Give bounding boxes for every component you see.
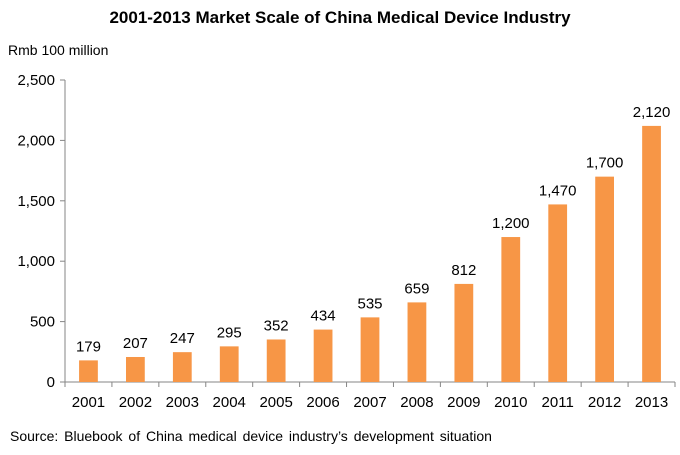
y-tick-label: 0 [47, 374, 55, 391]
data-label: 247 [170, 330, 195, 347]
x-tick-label: 2009 [447, 394, 480, 411]
x-tick-label: 2011 [542, 394, 574, 411]
data-label: 295 [217, 324, 242, 341]
bar [172, 352, 192, 382]
x-tick-label: 2010 [494, 394, 527, 411]
data-label: 352 [264, 317, 289, 334]
data-label: 812 [451, 262, 476, 279]
x-tick-label: 2006 [306, 394, 339, 411]
x-tick-label: 2001 [72, 394, 105, 411]
y-tick-label: 1,000 [17, 253, 55, 270]
bar [79, 360, 98, 382]
x-tick-label: 2007 [353, 394, 386, 411]
data-label: 179 [76, 338, 101, 355]
data-label: 659 [404, 280, 429, 297]
y-tick-label: 2,500 [17, 72, 55, 89]
data-label: 535 [357, 295, 382, 312]
bar [219, 346, 239, 382]
x-tick-label: 2013 [635, 394, 668, 411]
bar [548, 204, 568, 382]
data-label: 1,700 [586, 155, 624, 172]
x-tick-label: 2004 [213, 394, 246, 411]
y-tick-label: 1,500 [17, 193, 55, 210]
x-tick-label: 2008 [400, 394, 433, 411]
y-tick-label: 2,000 [17, 132, 55, 149]
data-label: 1,470 [539, 182, 577, 199]
y-axis-unit-label: Rmb 100 million [8, 42, 109, 58]
bar [407, 302, 427, 382]
chart-title: 2001-2013 Market Scale of China Medical … [109, 8, 571, 27]
data-label: 2,120 [633, 104, 671, 121]
bar [313, 329, 333, 382]
bar [454, 283, 474, 382]
y-tick-label: 500 [30, 314, 55, 331]
x-tick-label: 2005 [259, 394, 292, 411]
source-note: Source: Bluebook of China medical device… [10, 428, 492, 444]
bar [501, 237, 521, 382]
bar [266, 339, 286, 382]
x-tick-label: 2002 [119, 394, 152, 411]
x-tick-label: 2012 [588, 394, 621, 411]
data-label: 207 [123, 335, 148, 352]
bar [595, 176, 614, 382]
bar [360, 317, 380, 382]
bar [126, 356, 145, 382]
bar [642, 125, 661, 383]
x-tick-label: 2003 [166, 394, 199, 411]
data-label: 1,200 [492, 215, 530, 232]
data-label: 434 [311, 308, 336, 325]
